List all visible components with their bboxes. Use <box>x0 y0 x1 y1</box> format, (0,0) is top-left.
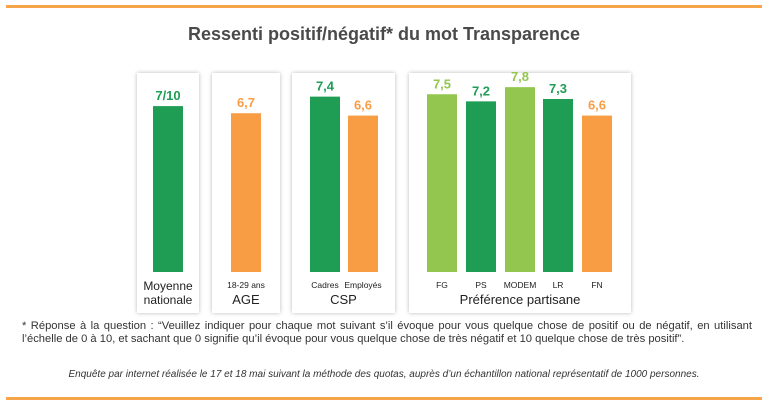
source-note: Enquête par internet réalisée le 17 et 1… <box>68 369 700 380</box>
bar-fg <box>427 94 457 272</box>
category-label-18-29-ans: 18-29 ans <box>227 280 265 290</box>
data-label-lr: 7,3 <box>549 81 567 96</box>
top-rule <box>6 5 762 8</box>
data-label-moyenne-nationale: 7/10 <box>155 88 180 103</box>
group-label-line-1: Moyenne <box>143 279 193 293</box>
bar-cadres <box>310 96 340 273</box>
category-label-ps: PS <box>475 280 487 290</box>
bar-18-29-ans <box>231 113 261 273</box>
group-label-line-2: nationale <box>143 293 193 307</box>
group-label-moyenne-nationale: Moyenne nationale <box>137 279 199 307</box>
bar-modem <box>505 87 535 272</box>
bar-lr <box>543 98 573 273</box>
group-label-csp: CSP <box>330 292 357 307</box>
data-label-18-29-ans: 6,7 <box>237 95 255 110</box>
data-label-cadres: 7,4 <box>316 79 335 94</box>
data-label-ps: 7,2 <box>472 83 490 98</box>
category-label-lr: LR <box>553 280 564 290</box>
category-label-cadres: Cadres <box>311 280 338 290</box>
category-label-fn: FN <box>591 280 602 290</box>
data-label-fg: 7,5 <box>433 76 451 91</box>
bar-moyenne-nationale <box>153 106 183 272</box>
bar-ps <box>466 101 496 272</box>
bar-fn <box>582 115 612 272</box>
bar-employ-s <box>348 115 378 272</box>
chart-title: Ressenti positif/négatif* du mot Transpa… <box>187 24 581 44</box>
category-label-fg: FG <box>436 280 448 290</box>
footnote: * Réponse à la question : “Veuillez indi… <box>22 320 752 345</box>
category-label-modem: MODEM <box>504 280 537 290</box>
category-label-employ-s: Employés <box>344 280 381 290</box>
data-label-fn: 6,6 <box>588 98 606 113</box>
group-label-preference-partisane: Préférence partisane <box>459 292 581 307</box>
group-label-age: AGE <box>232 292 260 307</box>
bottom-rule <box>6 397 762 400</box>
data-label-modem: 7,8 <box>511 69 529 84</box>
data-label-employ-s: 6,6 <box>354 98 372 113</box>
